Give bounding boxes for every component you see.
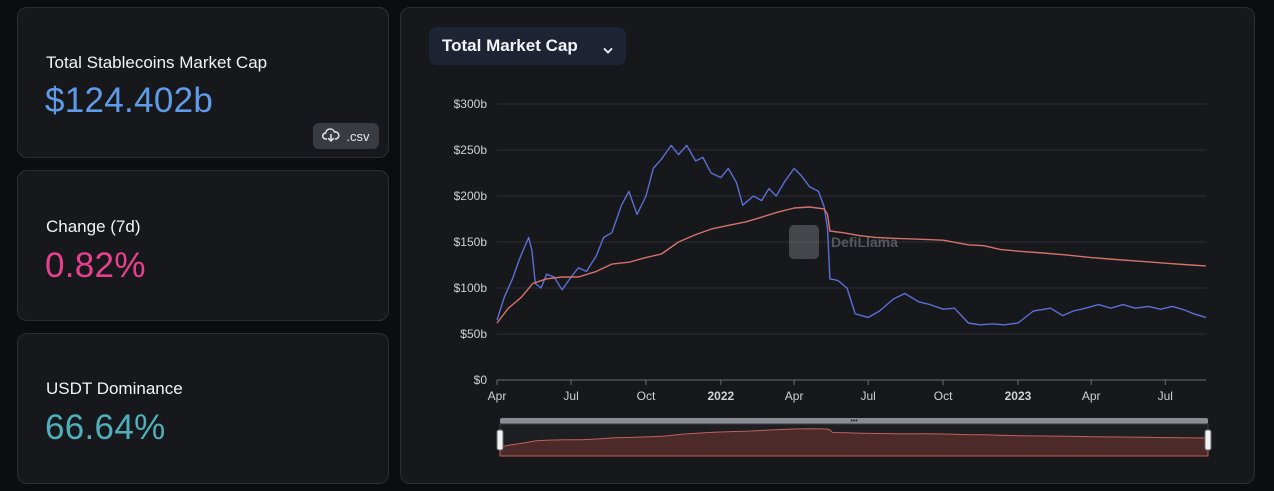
- csv-button-label: .csv: [346, 128, 370, 144]
- market-cap-value: $124.402b: [45, 81, 214, 120]
- market-cap-chart[interactable]: $0 $50b $100b $150b $200b $250b $300b Apr Jul Oct…: [401, 8, 1254, 483]
- y-tick-label: $200b: [454, 189, 488, 203]
- llama-logo-icon: [789, 225, 819, 259]
- market-cap-label: Total Stablecoins Market Cap: [46, 53, 268, 72]
- range-scrollbar: [500, 418, 1208, 424]
- y-tick-label: $50b: [460, 327, 487, 341]
- chart-type-selector[interactable]: Total Market Cap: [429, 27, 626, 65]
- change-card: Change (7d) 0.82%: [17, 170, 389, 321]
- x-tick-label: Oct: [934, 389, 953, 403]
- y-tick-label: $300b: [454, 97, 488, 111]
- x-tick-label: 2023: [1005, 389, 1032, 403]
- series-line-1: [496, 144, 1207, 326]
- cloud-download-icon: [322, 127, 340, 145]
- x-tick-label: Apr: [785, 389, 804, 403]
- x-tick-label: Jul: [1158, 389, 1173, 403]
- x-tick-label: Apr: [488, 389, 507, 403]
- y-tick-label: $150b: [454, 235, 488, 249]
- x-tick-label: Jul: [861, 389, 876, 403]
- x-tick-label: Apr: [1082, 389, 1101, 403]
- change-value: 0.82%: [45, 246, 146, 285]
- dominance-value: 66.64%: [45, 408, 166, 447]
- chart-type-label: Total Market Cap: [442, 36, 578, 55]
- change-label: Change (7d): [46, 217, 141, 236]
- chart-card: Total Market Cap $0 $50b $100b $150b $200b $2…: [400, 7, 1255, 484]
- market-cap-card: Total Stablecoins Market Cap $124.402b .…: [17, 7, 389, 158]
- scrollbar-grip-icon: •••: [850, 418, 858, 425]
- chevron-down-icon: [603, 40, 613, 60]
- range-handle-right[interactable]: [1204, 429, 1212, 451]
- navigator-area: [499, 428, 1209, 457]
- range-handle-left[interactable]: [496, 429, 504, 451]
- y-tick-label: $100b: [454, 281, 488, 295]
- x-tick-label: 2022: [708, 389, 735, 403]
- x-tick-label: Jul: [563, 389, 578, 403]
- dominance-label: USDT Dominance: [46, 379, 183, 398]
- csv-download-button[interactable]: .csv: [313, 123, 379, 149]
- x-tick-label: Oct: [637, 389, 656, 403]
- defillama-watermark: DefiLlama: [789, 225, 898, 259]
- series-line-2: [496, 206, 1207, 324]
- dominance-card: USDT Dominance 66.64%: [17, 333, 389, 484]
- y-tick-label: $0: [474, 373, 488, 387]
- y-tick-label: $250b: [454, 143, 488, 157]
